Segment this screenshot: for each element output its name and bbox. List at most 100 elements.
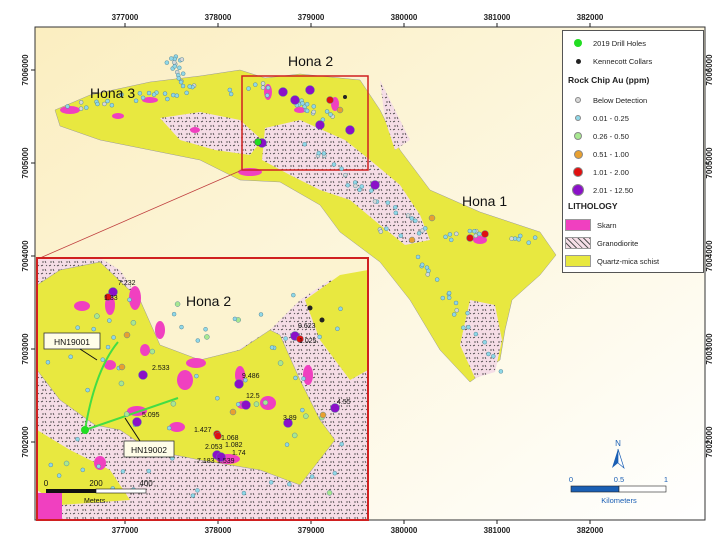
- rock-chip-sample: [84, 105, 89, 110]
- scale-unit: Kilometers: [601, 496, 637, 505]
- y-tick-label-left: 7004000: [21, 240, 30, 272]
- rock-chip-sample: [265, 93, 270, 98]
- rock-chip-sample: [283, 418, 293, 428]
- rock-chip-heading: Rock Chip Au (ppm): [568, 75, 650, 85]
- rock-chip-sample: [227, 87, 233, 93]
- rock-chip-sample: [262, 399, 269, 406]
- rock-chip-sample: [178, 79, 184, 85]
- rock-chip-sample: [477, 231, 482, 237]
- rock-chip-sample: [105, 98, 110, 104]
- black-dot-icon: [575, 58, 581, 64]
- rock-chip-sample: [304, 101, 310, 107]
- rock-chip-sample: [291, 292, 296, 298]
- legend-item-drill-holes: 2019 Drill Holes: [563, 36, 646, 50]
- rock-chip-sample: [284, 442, 290, 447]
- rock-chip-sample: [75, 436, 80, 442]
- rock-chip-sample: [482, 339, 487, 345]
- legend-label: Granodiorite: [597, 238, 639, 248]
- y-tick-label-left: 7006000: [21, 54, 30, 86]
- rock-chip-sample: [319, 411, 327, 419]
- rock-chip-sample: [258, 312, 264, 317]
- rock-chip-sample: [393, 210, 399, 216]
- rock-chip-sample: [370, 180, 380, 190]
- rock-chip-sample: [422, 226, 428, 231]
- rock-chip-sample: [100, 357, 105, 362]
- x-tick-label-top: 379000: [298, 13, 325, 22]
- legend-label: 2019 Drill Holes: [593, 38, 646, 48]
- rock-chip-sample: [85, 387, 90, 393]
- rock-chip-sample: [428, 214, 436, 222]
- rock-chip-sample: [78, 100, 84, 105]
- kennecott-collar: [319, 317, 325, 323]
- rock-chip-sample: [241, 400, 251, 410]
- rock-chip-sample: [204, 334, 210, 340]
- assay-label: 1.025: [299, 338, 317, 345]
- rock-chip-sample: [184, 90, 189, 96]
- assay-label: 1.539: [217, 458, 235, 465]
- rock-chip-dot-icon: [575, 115, 581, 121]
- lithology-swatch: [565, 255, 591, 267]
- rock-chip-sample: [118, 380, 125, 387]
- rock-chip-sample: [170, 401, 177, 407]
- rock-chip-sample: [309, 474, 315, 479]
- rock-chip-sample: [509, 236, 514, 241]
- rock-chip-sample: [172, 64, 178, 69]
- rock-chip-dot-icon: [574, 132, 582, 140]
- rock-chip-sample: [162, 91, 168, 96]
- rock-chip-sample: [416, 231, 422, 236]
- rock-chip-sample: [172, 60, 177, 65]
- assay-label: 7.183: [197, 458, 215, 465]
- granodiorite-unit: [160, 112, 262, 155]
- y-tick-label-right: 7005000: [705, 147, 713, 179]
- x-tick-label-bottom: 377000: [112, 526, 139, 535]
- y-tick-label-left: 7003000: [21, 333, 30, 365]
- rock-chip-sample: [180, 83, 186, 89]
- rock-chip-dot-icon: [573, 149, 583, 159]
- rock-chip-sample: [133, 98, 139, 104]
- rock-chip-sample: [303, 413, 309, 419]
- rock-chip-sample: [301, 376, 306, 381]
- drill-trace-hn19001: [84, 341, 119, 431]
- rock-chip-sample: [317, 334, 322, 340]
- rock-chip-sample: [146, 468, 152, 474]
- rock-chip-sample: [102, 101, 107, 107]
- rock-chip-sample: [104, 293, 112, 301]
- rock-chip-sample: [326, 490, 333, 496]
- rock-chip-sample: [434, 277, 440, 282]
- rock-chip-sample: [425, 272, 430, 277]
- y-tick-label-left: 7005000: [21, 147, 30, 179]
- rock-chip-sample: [151, 92, 157, 97]
- rock-chip-sample: [45, 360, 51, 365]
- granodiorite-unit: [262, 120, 430, 245]
- legend: 2019 Drill Holes Kennecott Collars Rock …: [562, 30, 704, 273]
- assay-label: 9.623: [298, 323, 316, 330]
- legend-label: Quartz-mica schist: [597, 256, 660, 266]
- rock-chip-sample: [195, 338, 201, 343]
- rock-chip-sample: [385, 200, 391, 205]
- rock-chip-sample: [293, 375, 298, 381]
- rock-chip-sample: [96, 464, 101, 469]
- rock-chip-sample: [448, 237, 454, 243]
- rock-chip-sample: [359, 184, 365, 189]
- rock-chip-sample: [56, 473, 62, 478]
- rock-chip-sample: [149, 348, 156, 355]
- granodiorite-unit: [460, 300, 502, 378]
- scale-bar: 0 0.5 1 Kilometers: [569, 475, 668, 505]
- rock-chip-sample: [315, 120, 325, 130]
- rock-chip-sample: [174, 93, 180, 98]
- rock-chip-sample: [336, 106, 344, 114]
- kennecott-collar: [343, 95, 347, 99]
- rock-chip-sample: [265, 85, 271, 90]
- rock-chip-sample: [132, 417, 142, 427]
- legend-item-rock-chip: 1.01 - 2.00: [563, 165, 629, 179]
- legend-item-rock-chip: 2.01 - 12.50: [563, 183, 633, 197]
- assay-label: 3.89: [283, 415, 297, 422]
- rock-chip-sample: [326, 96, 334, 104]
- rock-chip-sample: [345, 125, 355, 135]
- rock-chip-sample: [269, 345, 275, 350]
- rock-chip-sample: [91, 326, 96, 332]
- y-tick-label-left: 7002000: [21, 426, 30, 458]
- rock-chip-sample: [372, 199, 378, 204]
- rock-chip-sample: [234, 379, 244, 389]
- rock-chip-sample: [190, 493, 196, 498]
